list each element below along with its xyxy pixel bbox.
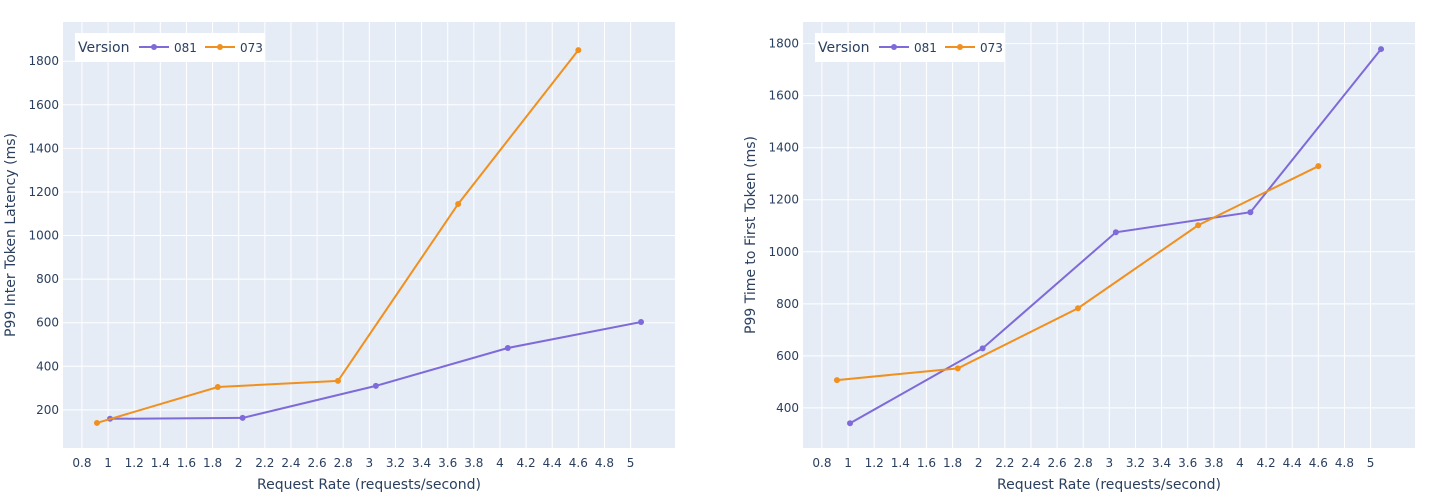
y-axis-title: P99 Inter Token Latency (ms): [3, 133, 19, 337]
x-tick-label: 2.2: [255, 456, 274, 470]
data-point-073: [1195, 222, 1202, 229]
y-tick-label: 1800: [768, 37, 799, 51]
data-point-073: [1315, 163, 1322, 170]
x-tick-label: 3.4: [412, 456, 431, 470]
legend-marker-081: [891, 44, 897, 50]
x-tick-label: 4.6: [1309, 456, 1328, 470]
x-tick-label: 3: [366, 456, 374, 470]
y-tick-label: 1000: [768, 245, 799, 259]
legend: Version 081 073: [75, 33, 265, 62]
data-point-073: [575, 47, 582, 54]
x-tick-label: 4.2: [1257, 456, 1276, 470]
x-tick-label: 3.2: [386, 456, 405, 470]
x-tick-label: 2.6: [308, 456, 327, 470]
data-point-073: [1074, 305, 1081, 312]
legend-title: Version: [78, 40, 129, 56]
data-point-081: [1378, 46, 1385, 53]
y-tick-label: 600: [36, 316, 59, 330]
data-point-081: [1112, 229, 1119, 236]
data-point-081: [239, 414, 246, 421]
y-tick-label: 200: [36, 403, 59, 417]
x-tick-label: 4.8: [1335, 456, 1354, 470]
x-tick-label: 2: [235, 456, 243, 470]
data-point-073: [954, 365, 961, 372]
data-point-073: [93, 419, 100, 426]
x-tick-label: 4.4: [543, 456, 562, 470]
y-tick-label: 1600: [28, 98, 59, 112]
y-tick-label: 1200: [768, 193, 799, 207]
chart-2: 0.8 1 1.2 1.4 1.6 1.8 2 2.2 2.4 2.6 2.8 3 3.2 3.4 3.6 3…: [743, 22, 1415, 493]
data-point-073: [833, 377, 840, 384]
x-tick-label: 1.8: [203, 456, 222, 470]
x-tick-label: 2: [975, 456, 983, 470]
legend-label-081: 081: [914, 41, 937, 55]
x-tick-label: 2.8: [1074, 456, 1093, 470]
x-tick-label: 4: [1236, 456, 1244, 470]
x-tick-label: 1: [104, 456, 112, 470]
x-tick-label: 5: [627, 456, 635, 470]
x-axis-title: Request Rate (requests/second): [997, 477, 1221, 493]
x-tick-label: 2.8: [334, 456, 353, 470]
x-tick-label: 2.4: [1021, 456, 1040, 470]
legend: Version 081 073: [815, 33, 1005, 62]
data-point-073: [455, 200, 462, 207]
x-tick-label: 3.6: [1178, 456, 1197, 470]
x-tick-label: 0.8: [72, 456, 91, 470]
y-tick-label: 600: [776, 349, 799, 363]
x-tick-label: 3.8: [1204, 456, 1223, 470]
x-tick-label: 1.6: [917, 456, 936, 470]
x-tick-label: 3.6: [438, 456, 457, 470]
y-tick-label: 1400: [28, 141, 59, 155]
x-tick-label: 3.2: [1126, 456, 1145, 470]
chart-1: 0.8 1 1.2 1.4 1.6 1.8 2 2.2 2.4 2.6 2.8 3 3.2 3.4 3.6 3…: [3, 22, 675, 493]
x-tick-label: 1.4: [891, 456, 910, 470]
data-point-081: [372, 382, 379, 389]
legend-marker-073: [957, 44, 963, 50]
y-tick-label: 1200: [28, 185, 59, 199]
y-tick-label: 400: [36, 359, 59, 373]
data-point-081: [504, 344, 511, 351]
x-tick-label: 3.8: [464, 456, 483, 470]
y-axis-title: P99 Time to First Token (ms): [743, 136, 759, 334]
legend-marker-073: [217, 44, 223, 50]
x-tick-label: 2.2: [995, 456, 1014, 470]
data-point-073: [214, 383, 221, 390]
x-axis-title: Request Rate (requests/second): [257, 477, 481, 493]
y-tick-label: 400: [776, 401, 799, 415]
x-tick-label: 1.8: [943, 456, 962, 470]
x-tick-label: 1: [844, 456, 852, 470]
x-tick-label: 3: [1106, 456, 1114, 470]
x-tick-label: 3.4: [1152, 456, 1171, 470]
legend-label-081: 081: [174, 41, 197, 55]
x-tick-label: 5: [1367, 456, 1375, 470]
data-point-081: [1247, 209, 1254, 216]
data-point-081: [638, 319, 645, 326]
x-tick-label: 2.6: [1048, 456, 1067, 470]
legend-title: Version: [818, 40, 869, 56]
x-tick-label: 4.4: [1283, 456, 1302, 470]
legend-label-073: 073: [240, 41, 263, 55]
x-tick-label: 1.2: [125, 456, 144, 470]
data-point-081: [979, 345, 986, 352]
y-tick-label: 800: [36, 272, 59, 286]
legend-label-073: 073: [980, 41, 1003, 55]
x-tick-label: 4: [496, 456, 504, 470]
x-tick-label: 0.8: [812, 456, 831, 470]
x-tick-label: 4.8: [595, 456, 614, 470]
data-point-081: [847, 420, 854, 427]
y-tick-label: 1000: [28, 229, 59, 243]
y-tick-label: 1400: [768, 141, 799, 155]
y-tick-label: 1800: [28, 54, 59, 68]
legend-marker-081: [151, 44, 157, 50]
x-tick-label: 1.2: [865, 456, 884, 470]
x-tick-label: 1.6: [177, 456, 196, 470]
x-tick-label: 4.6: [569, 456, 588, 470]
x-tick-label: 2.4: [281, 456, 300, 470]
data-point-073: [334, 377, 341, 384]
x-tick-label: 4.2: [517, 456, 536, 470]
x-tick-label: 1.4: [151, 456, 170, 470]
y-tick-label: 1600: [768, 89, 799, 103]
y-tick-label: 800: [776, 297, 799, 311]
